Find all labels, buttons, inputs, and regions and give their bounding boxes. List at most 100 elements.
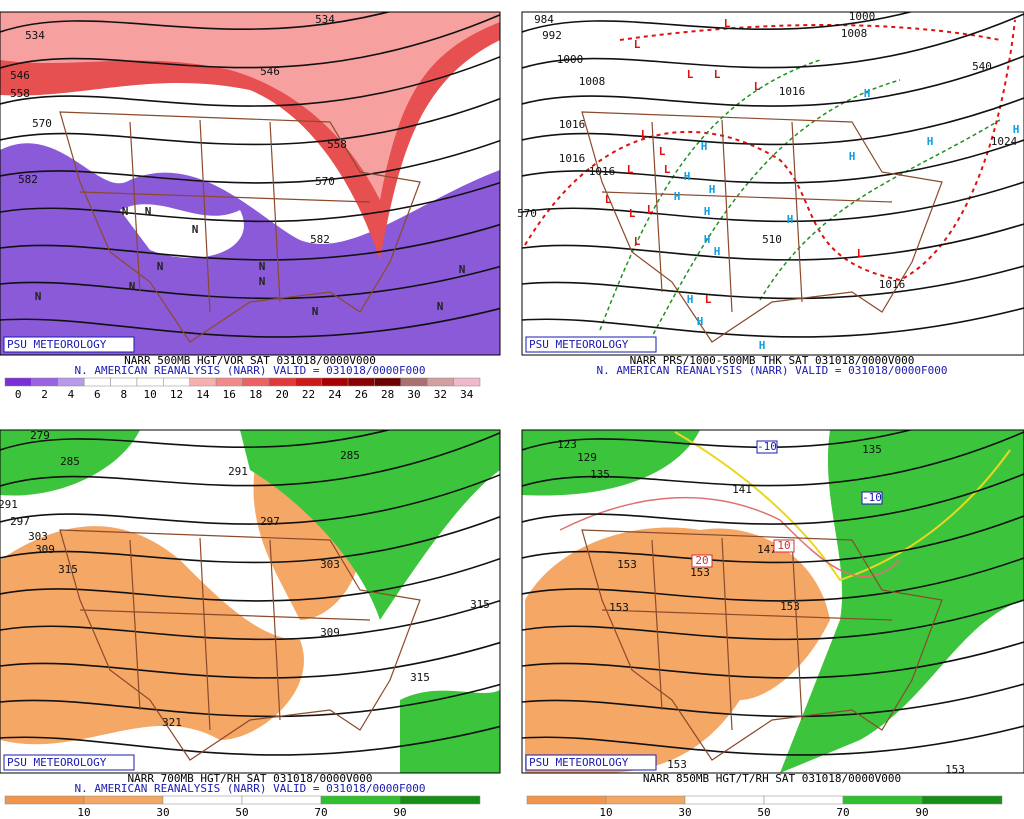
contour-label: 582 [310, 233, 330, 246]
contour-label: 582 [18, 173, 38, 186]
contour-label: 285 [340, 449, 360, 462]
contour-label: 570 [315, 175, 335, 188]
height-contour [0, 13, 500, 69]
contour-label: 20 [695, 554, 708, 567]
vorticity-marker: N [157, 260, 164, 273]
pressure-center: H [687, 293, 694, 306]
contour-label: 1016 [589, 165, 616, 178]
colorbar-label: 16 [223, 388, 236, 401]
height-contour [0, 725, 500, 756]
vorticity-marker: N [122, 205, 129, 218]
colorbar-segment [684, 795, 765, 805]
height-contour [0, 307, 500, 338]
colorbar-label: 30 [678, 806, 691, 819]
contour-label: 1008 [579, 75, 606, 88]
panel-frame [0, 11, 501, 356]
height-contour [522, 430, 914, 451]
colorbar-segment [526, 795, 607, 805]
contour-label: 297 [260, 515, 280, 528]
height-contour [0, 515, 500, 564]
vorticity-marker: N [259, 275, 266, 288]
colorbar-label: 32 [434, 388, 447, 401]
colorbar-segment [163, 377, 190, 387]
height-contour [522, 473, 1024, 525]
height-contour [0, 473, 500, 525]
colorbar-label: 24 [328, 388, 342, 401]
colorbar-label: 50 [757, 806, 770, 819]
contour-label: 1000 [557, 53, 584, 66]
pressure-center: L [634, 235, 641, 248]
caption-sub: N. AMERICAN REANALYSIS (NARR) VALID = 03… [75, 782, 426, 795]
label-box [756, 440, 778, 454]
pressure-center: H [704, 205, 711, 218]
height-contour [522, 683, 1024, 718]
vorticity-marker: N [312, 305, 319, 318]
badge-box [525, 336, 657, 353]
contour-label: 309 [320, 626, 340, 639]
height-contour [522, 139, 1024, 184]
contours [522, 12, 1024, 343]
label-box [691, 554, 713, 568]
height-contour [0, 431, 500, 487]
colorbar-segment [4, 377, 32, 387]
height-contour [522, 431, 1024, 487]
pressure-center: H [674, 190, 681, 203]
colorbar-segment [295, 377, 322, 387]
vorticity-marker: N [35, 290, 42, 303]
contour-label: 546 [260, 65, 280, 78]
colorbar-segment [347, 377, 375, 387]
contour-label: 1016 [779, 85, 806, 98]
pressure-center: L [687, 68, 694, 81]
contour-label: 558 [327, 138, 347, 151]
vorticity-marker: N [145, 205, 152, 218]
colorbar-segment [763, 795, 844, 805]
pressure-center: H [709, 183, 716, 196]
contour-label: 303 [28, 530, 48, 543]
colorbar-label: 30 [407, 388, 420, 401]
badge: PSU METEOROLOGY [7, 338, 107, 351]
colorbar-segment [321, 377, 349, 387]
height-contour [0, 12, 392, 33]
panel-frame [521, 429, 1024, 774]
pressure-center: L [634, 38, 641, 51]
vorticity-marker: N [437, 300, 444, 313]
contour-label: 153 [609, 601, 629, 614]
vorticity-marker: N [192, 223, 199, 236]
colorbar-segment [374, 377, 402, 387]
contour-label: 984 [534, 13, 554, 26]
height-contour [0, 265, 500, 300]
height-contour [0, 641, 500, 679]
pressure-center: H [864, 87, 871, 100]
height-contour [522, 725, 1024, 756]
contour-label: 321 [162, 716, 182, 729]
colorbar-segment [83, 795, 164, 805]
height-contour [522, 55, 1024, 107]
contour-label: 315 [410, 671, 430, 684]
colorbar-label: 26 [355, 388, 368, 401]
badge-box [3, 754, 135, 771]
colorbar-segment [242, 377, 270, 387]
pressure-center: L [659, 145, 666, 158]
badge-box [525, 754, 657, 771]
contour-label: 303 [320, 558, 340, 571]
colorbar-label: 18 [249, 388, 262, 401]
pressure-center: H [704, 233, 711, 246]
colorbar-label: 30 [156, 806, 169, 819]
colorbar-label: 50 [235, 806, 248, 819]
contour-label: -10 [757, 440, 777, 453]
contour-label: -10 [862, 491, 882, 504]
contour-label: 992 [542, 29, 562, 42]
colorbar-label: 10 [144, 388, 157, 401]
contour-label: 1024 [991, 135, 1018, 148]
height-contour [522, 265, 1024, 300]
pressure-center: L [641, 128, 648, 141]
pressure-center: H [927, 135, 934, 148]
badge-box [3, 336, 135, 353]
contour-label: 291 [0, 498, 18, 511]
pressure-center: L [664, 163, 671, 176]
height-contour [522, 307, 1024, 338]
vorticity-marker: N [259, 260, 266, 273]
pressure-center: H [684, 170, 691, 183]
contour-label: 153 [780, 600, 800, 613]
badge: PSU METEOROLOGY [529, 338, 629, 351]
